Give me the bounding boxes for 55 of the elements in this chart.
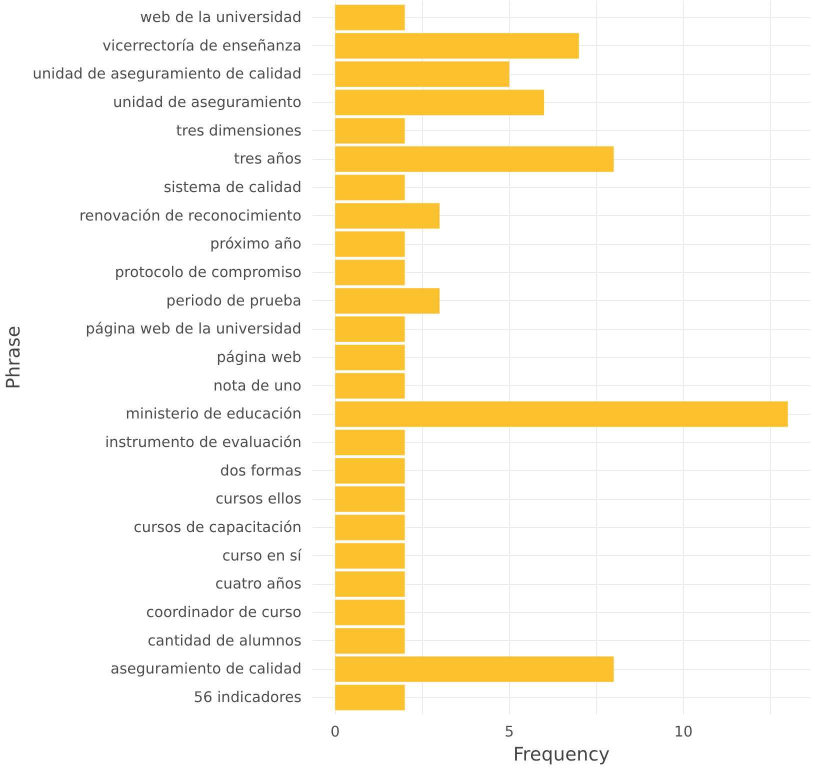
x-tick-label: 5 [504, 724, 514, 740]
bar [335, 571, 405, 597]
bar [335, 401, 788, 427]
bar [335, 288, 440, 314]
bar [335, 118, 405, 144]
bar [335, 458, 405, 484]
y-tick-label: ministerio de educación [126, 406, 302, 423]
bar [335, 316, 405, 342]
bar [335, 684, 405, 710]
y-tick-label: protocolo de compromiso [114, 264, 302, 281]
y-tick-label: web de la universidad [140, 9, 302, 26]
bar [335, 430, 405, 456]
bar [335, 600, 405, 626]
y-tick-label: unidad de aseguramiento de calidad [32, 66, 302, 83]
y-tick-label: nota de uno [213, 377, 302, 394]
y-tick-label: aseguramiento de calidad [110, 660, 302, 678]
y-tick-label: curso en sí [222, 547, 302, 564]
bar [335, 203, 440, 229]
bar [335, 373, 405, 399]
y-tick-label: cursos ellos [215, 490, 302, 508]
bar [335, 61, 510, 87]
bar [335, 90, 544, 116]
y-tick-label: dos formas [220, 462, 302, 480]
x-tick-label: 0 [330, 724, 340, 740]
y-tick-label: cantidad de alumnos [148, 632, 302, 650]
y-tick-label: vicerrectoría de enseñanza [102, 37, 302, 54]
y-tick-label: cuatro años [215, 576, 302, 593]
y-tick-label: instrumento de evaluación [105, 434, 302, 451]
y-tick-label: renovación de reconocimiento [79, 207, 302, 224]
bar [335, 514, 405, 540]
y-tick-label: cursos de capacitación [134, 519, 302, 536]
y-tick-label: página web [216, 349, 302, 366]
y-tick-label: próximo año [210, 236, 302, 253]
bar [335, 33, 579, 59]
y-tick-label: unidad de aseguramiento [113, 94, 302, 111]
bar [335, 260, 405, 286]
y-tick-label: tres años [234, 150, 302, 168]
bar [335, 543, 405, 569]
x-axis-title: Frequency [513, 744, 610, 766]
bar [335, 4, 405, 30]
x-tick-label: 10 [674, 724, 693, 740]
bar [335, 656, 614, 682]
bar [335, 231, 405, 257]
y-tick-label: periodo de prueba [166, 292, 302, 310]
y-tick-label: tres dimensiones [176, 122, 302, 140]
y-tick-label: página web de la universidad [86, 320, 302, 338]
y-tick-label: sistema de calidad [164, 179, 302, 196]
bar [335, 628, 405, 654]
bar [335, 486, 405, 512]
bar [335, 344, 405, 370]
y-tick-label: coordinador de curso [146, 604, 302, 621]
bar [335, 174, 405, 200]
bar [335, 146, 614, 172]
y-tick-label: 56 indicadores [194, 689, 302, 706]
y-axis-title: Phrase [4, 326, 25, 390]
